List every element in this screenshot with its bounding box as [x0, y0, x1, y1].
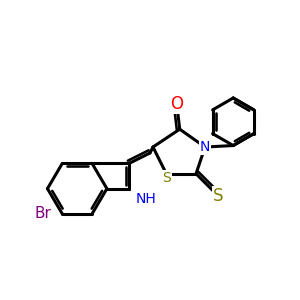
- Text: Br: Br: [34, 206, 51, 221]
- Text: S: S: [162, 171, 171, 185]
- Text: S: S: [213, 187, 224, 205]
- Text: O: O: [170, 95, 183, 113]
- Text: N: N: [200, 140, 210, 154]
- Text: NH: NH: [135, 192, 156, 206]
